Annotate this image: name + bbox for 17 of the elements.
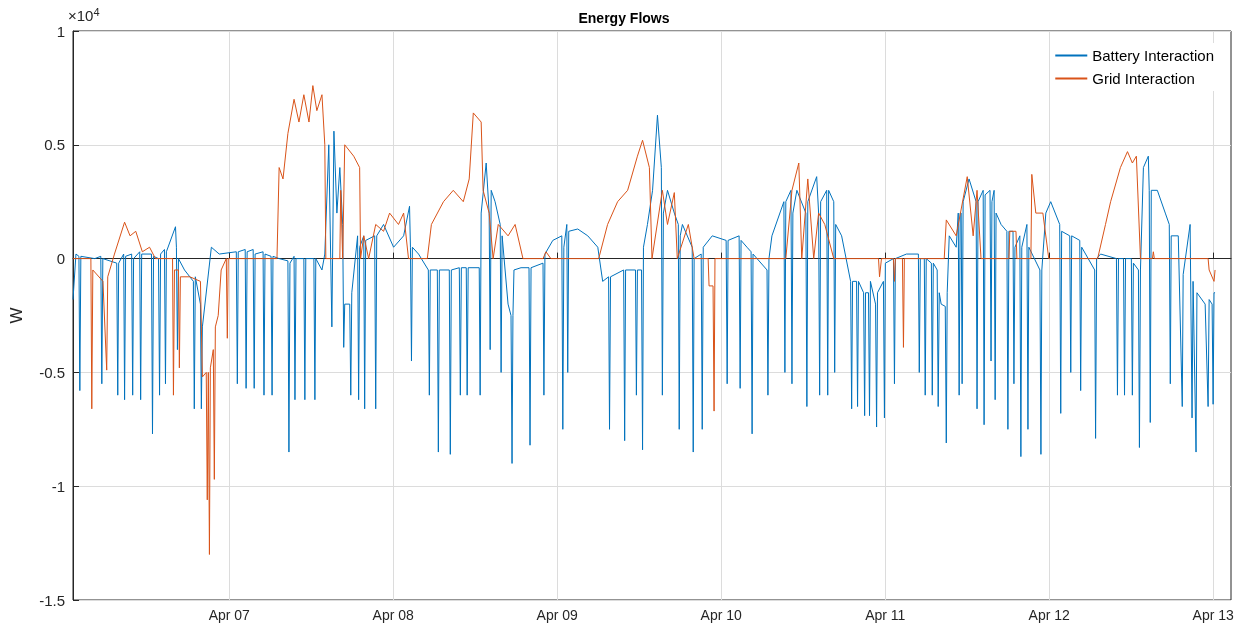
y-tick-label: 1 [56, 22, 65, 40]
y-tick-label: 0.5 [44, 136, 65, 154]
legend-label: Grid Interaction [1092, 70, 1195, 87]
x-tick-label: Apr 13 [1192, 607, 1235, 623]
x-tick-label: Apr 10 [700, 607, 743, 623]
legend-label: Battery Interaction [1092, 47, 1215, 64]
y-tick-label: 0 [56, 250, 65, 268]
x-tick-label: Apr 08 [372, 607, 415, 623]
y-tick-label: -1 [51, 477, 65, 495]
chart-title: Energy Flows [578, 10, 670, 26]
y-tick-label: -0.5 [39, 363, 65, 381]
x-tick-label: Apr 12 [1028, 607, 1071, 623]
y-tick-label: -1.5 [39, 591, 65, 609]
x-tick-label: Apr 07 [208, 607, 251, 623]
x-tick-label: Apr 09 [536, 607, 579, 623]
y-axis-title: W [7, 307, 26, 324]
x-tick-label: Apr 11 [865, 607, 906, 623]
